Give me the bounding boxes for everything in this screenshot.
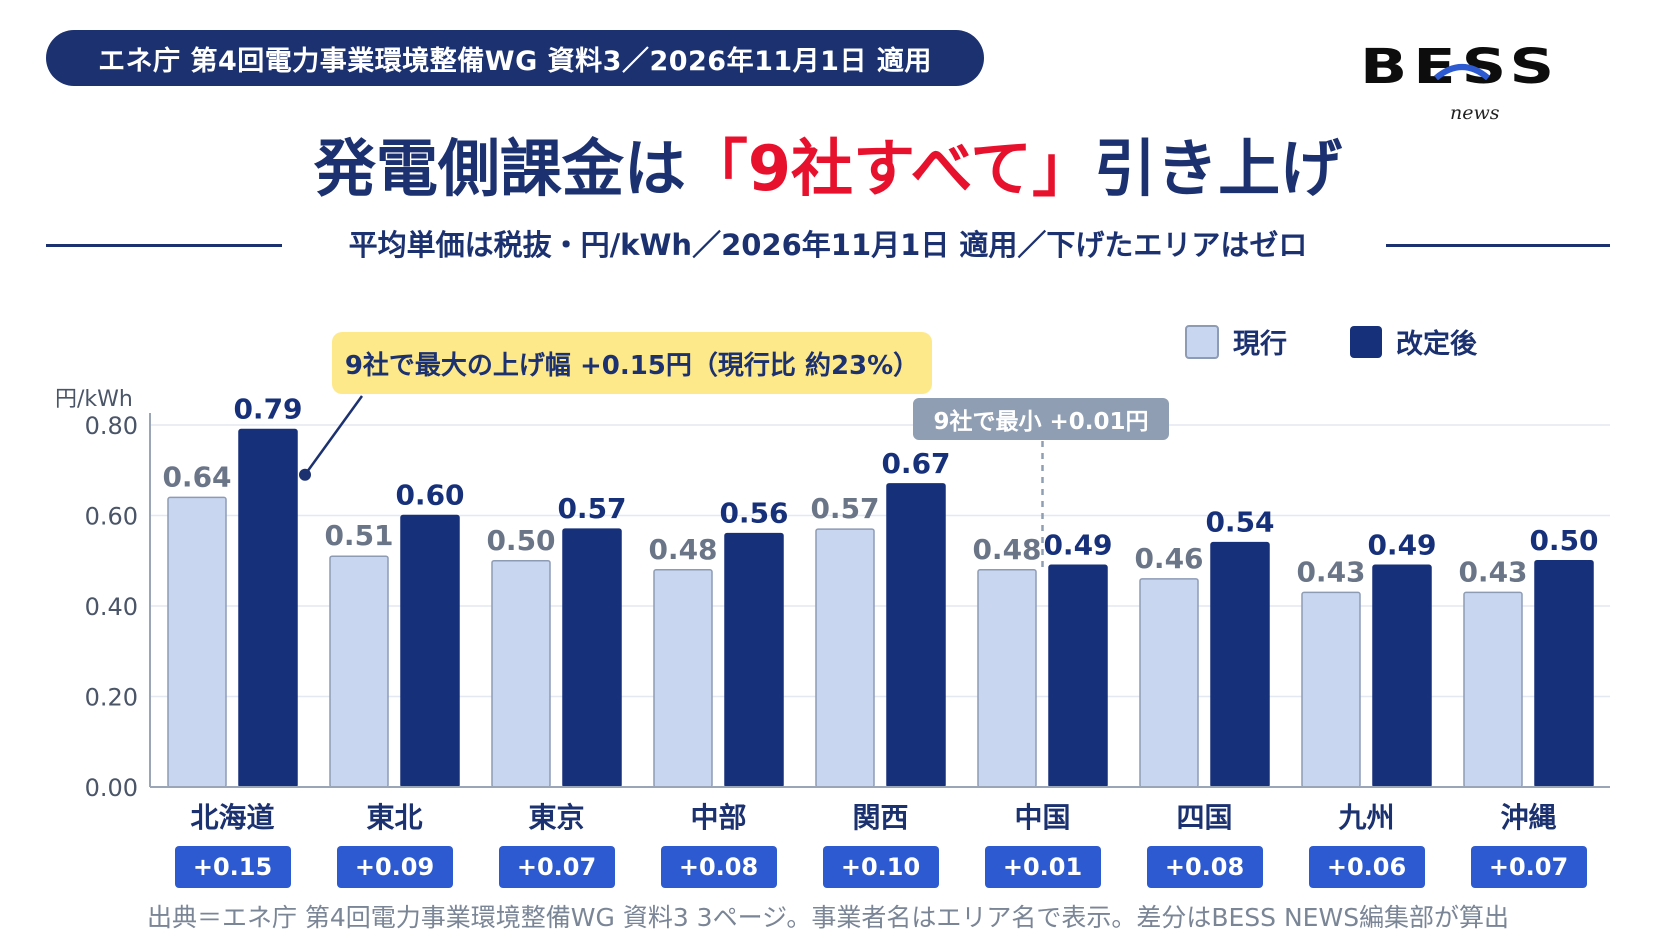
legend-current-swatch — [1185, 324, 1219, 359]
data-label-current-4: 0.57 — [810, 492, 879, 525]
callout-max-increase: 9社で最大の上げ幅 +0.15円（現行比 約23%） — [332, 332, 932, 394]
bar-current-8 — [1463, 591, 1523, 788]
y-tick-label: 0.40 — [85, 593, 138, 621]
title-post: 引き上げ — [1094, 132, 1343, 205]
bar-current-0 — [167, 496, 227, 788]
legend-revised-label: 改定後 — [1396, 329, 1477, 360]
bar-revised-6 — [1210, 541, 1270, 788]
bar-current-2 — [491, 560, 551, 788]
y-tick-label: 0.60 — [85, 503, 138, 531]
difference-badge-4: +0.10 — [822, 846, 939, 888]
bar-current-3 — [653, 569, 713, 788]
callout-min-increase: 9社で最小 +0.01円 — [913, 398, 1169, 440]
bar-current-7 — [1301, 591, 1361, 788]
bar-revised-4 — [886, 483, 946, 788]
bess-news-logo: BESS news — [1360, 38, 1600, 128]
legend-current-label: 現行 — [1233, 329, 1287, 360]
logo-arc-icon — [1434, 64, 1490, 80]
difference-badge-3: +0.08 — [660, 846, 777, 888]
difference-badge-7: +0.06 — [1308, 846, 1425, 888]
bar-current-6 — [1139, 578, 1199, 788]
subtitle-rule-left — [46, 244, 282, 247]
legend-current: 現行 — [1185, 322, 1287, 361]
data-label-current-3: 0.48 — [648, 533, 717, 566]
x-category-label-0: 北海道 — [190, 801, 274, 834]
legend-revised: 改定後 — [1350, 322, 1477, 361]
source-note: 出典＝エネ庁 第4回電力事業環境整備WG 資料3 3ページ。事業者名はエリア名で… — [146, 903, 1510, 932]
header-pill: エネ庁 第4回電力事業環境整備WG 資料3／2026年11月1日 適用 — [46, 30, 984, 86]
x-category-label-8: 沖縄 — [1500, 801, 1556, 834]
x-category-label-3: 中部 — [690, 801, 746, 834]
data-label-current-2: 0.50 — [486, 524, 555, 557]
data-label-revised-2: 0.57 — [557, 492, 626, 525]
data-label-revised-7: 0.49 — [1367, 528, 1436, 561]
y-unit-label: 円/kWh — [55, 387, 133, 412]
subtitle: 平均単価は税抜・円/kWh／2026年11月1日 適用／下げたエリアはゼロ — [348, 228, 1308, 262]
difference-badge-2: +0.07 — [498, 846, 615, 888]
x-category-label-1: 東北 — [366, 801, 422, 834]
y-tick-label: 0.00 — [85, 774, 138, 802]
data-label-current-0: 0.64 — [162, 460, 231, 493]
difference-badge-0: +0.15 — [174, 846, 291, 888]
difference-badge-1: +0.09 — [336, 846, 453, 888]
logo-news: news — [1450, 102, 1500, 124]
x-category-label-5: 中国 — [1014, 801, 1070, 834]
difference-badge-6: +0.08 — [1146, 846, 1263, 888]
bar-revised-0 — [238, 428, 298, 788]
data-label-revised-3: 0.56 — [719, 497, 788, 530]
bar-current-4 — [815, 528, 875, 788]
title-accent: 「9社すべて」 — [685, 132, 1095, 205]
bar-revised-5 — [1048, 564, 1108, 788]
data-label-revised-8: 0.50 — [1529, 524, 1598, 557]
bar-current-5 — [977, 569, 1037, 788]
bar-current-1 — [329, 555, 389, 788]
page-title: 発電側課金は「9社すべて」引き上げ — [0, 118, 1656, 208]
y-tick-label: 0.20 — [85, 684, 138, 712]
legend-revised-swatch — [1350, 325, 1382, 358]
data-label-revised-4: 0.67 — [881, 447, 950, 480]
bar-revised-2 — [562, 528, 622, 788]
data-label-revised-0: 0.79 — [233, 393, 302, 426]
y-tick-label: 0.80 — [85, 412, 138, 440]
x-category-label-7: 九州 — [1338, 801, 1394, 834]
data-label-current-8: 0.43 — [1458, 555, 1527, 588]
bar-revised-8 — [1534, 560, 1594, 788]
callout-max-dot — [299, 468, 311, 481]
data-label-current-1: 0.51 — [324, 519, 393, 552]
difference-badge-8: +0.07 — [1470, 846, 1587, 888]
bar-revised-7 — [1372, 564, 1432, 788]
data-label-revised-1: 0.60 — [395, 479, 464, 512]
subtitle-rule-right — [1386, 244, 1610, 247]
data-label-current-5: 0.48 — [972, 533, 1041, 566]
data-label-revised-6: 0.54 — [1205, 506, 1274, 539]
x-category-label-6: 四国 — [1176, 801, 1232, 834]
data-label-current-6: 0.46 — [1134, 542, 1203, 575]
bar-revised-3 — [724, 532, 784, 788]
difference-badge-5: +0.01 — [984, 846, 1101, 888]
data-label-revised-5: 0.49 — [1043, 528, 1112, 561]
bar-revised-1 — [400, 514, 460, 788]
x-category-label-2: 東京 — [528, 801, 584, 834]
title-pre: 発電側課金は — [313, 132, 686, 205]
callout-max-leader — [303, 395, 364, 476]
data-label-current-7: 0.43 — [1296, 555, 1365, 588]
x-category-label-4: 関西 — [852, 801, 908, 834]
